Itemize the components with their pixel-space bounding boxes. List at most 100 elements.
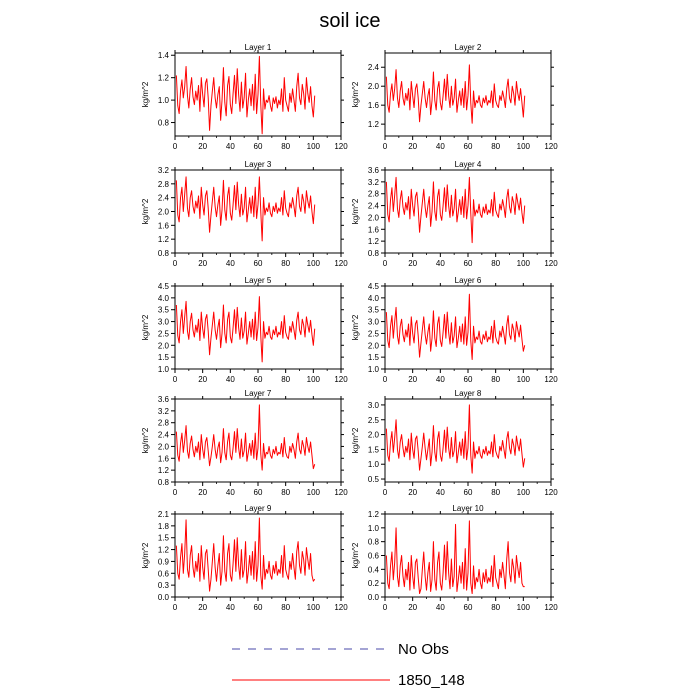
y-tick-label: 0.6 (158, 569, 170, 578)
x-tick-label: 100 (307, 142, 321, 151)
y-tick-label: 3.0 (368, 401, 380, 410)
x-tick-label: 60 (254, 603, 263, 612)
x-tick-label: 100 (517, 603, 531, 612)
x-tick-label: 60 (464, 142, 473, 151)
y-tick-label: 0.2 (368, 579, 380, 588)
panels: Layer 10 20 40 60 80 100 1200.81.01.21.4kg/m^2… (141, 43, 558, 612)
x-tick-label: 100 (517, 488, 531, 497)
y-axis-label: kg/m^2 (141, 198, 150, 224)
y-tick-label: 0.8 (368, 249, 380, 258)
y-tick-label: 2.4 (158, 194, 170, 203)
x-tick-label: 60 (254, 488, 263, 497)
y-tick-label: 4.5 (368, 282, 380, 291)
figure-title: soil ice (319, 10, 380, 32)
y-tick-label: 3.2 (368, 178, 380, 187)
panel-layer-7: Layer 7 0 20 40 60 80 100 120 0.8 1.2 1.6 2.0 2.4 2.8… (141, 389, 348, 497)
x-tick-label: 60 (464, 603, 473, 612)
x-tick-label: 40 (226, 488, 235, 497)
x-tick-label: 0 (173, 259, 178, 268)
y-tick-label: 2.1 (158, 510, 170, 519)
x-tick-label: 120 (334, 375, 348, 384)
y-tick-label: 3.2 (158, 407, 170, 416)
x-tick-label: 100 (517, 259, 531, 268)
x-tick-label: 100 (307, 488, 321, 497)
x-tick-label: 40 (436, 603, 445, 612)
y-axis-label: kg/m^2 (141, 314, 150, 340)
y-tick-label: 3.6 (158, 395, 170, 404)
y-tick-label: 0.3 (158, 581, 170, 590)
y-tick-label: 1.4 (158, 51, 170, 60)
y-tick-label: 2.4 (368, 202, 380, 211)
y-tick-label: 2.0 (368, 213, 380, 222)
x-tick-label: 120 (334, 259, 348, 268)
x-tick-label: 60 (254, 259, 263, 268)
y-axis-label: kg/m^2 (351, 81, 360, 107)
x-tick-label: 100 (307, 375, 321, 384)
x-tick-label: 20 (408, 142, 417, 151)
y-tick-label: 1.0 (368, 365, 380, 374)
y-tick-label: 4.0 (368, 294, 380, 303)
y-tick-label: 2.5 (368, 329, 380, 338)
x-tick-label: 40 (436, 488, 445, 497)
y-tick-label: 1.5 (158, 534, 170, 543)
x-tick-label: 80 (491, 488, 500, 497)
y-tick-label: 4.5 (158, 282, 170, 291)
x-tick-label: 20 (198, 375, 207, 384)
panel-layer-1: Layer 1 0 20 40 60 80 100 120 0.8 1.0 1.2 1.4 kg/m^2 (141, 43, 348, 151)
y-tick-label: 1.2 (158, 235, 170, 244)
x-tick-label: 120 (544, 142, 558, 151)
x-tick-label: 60 (464, 259, 473, 268)
panel-layer-8: Layer 8 0 20 40 60 80 100 120 0.5 1.0 1.5 2.0 2.5 3.0… (351, 389, 558, 497)
panel-layer-4: Layer 4 0 20 40 60 80 100 120 0.8 1.2 1.6 2.0 2.4 2.8… (351, 160, 558, 268)
panel-title: Layer 5 (245, 276, 272, 285)
x-tick-label: 40 (226, 375, 235, 384)
y-tick-label: 1.0 (368, 460, 380, 469)
x-tick-label: 40 (226, 142, 235, 151)
x-tick-label: 80 (281, 142, 290, 151)
x-tick-label: 0 (383, 259, 388, 268)
x-tick-label: 60 (464, 488, 473, 497)
y-axis-label: kg/m^2 (351, 427, 360, 453)
y-tick-label: 1.8 (158, 522, 170, 531)
x-tick-label: 0 (173, 142, 178, 151)
y-axis-label: kg/m^2 (141, 427, 150, 453)
x-tick-label: 0 (173, 603, 178, 612)
x-tick-label: 100 (517, 375, 531, 384)
y-tick-label: 2.4 (368, 63, 380, 72)
x-tick-label: 20 (408, 603, 417, 612)
x-tick-label: 120 (334, 603, 348, 612)
y-tick-label: 0.0 (368, 593, 380, 602)
x-tick-label: 100 (307, 259, 321, 268)
x-tick-label: 100 (307, 603, 321, 612)
panel-layer-10: Layer 10 0 20 40 60 80 100 120 0.0 0.2 0.4 0.6 0.8 1.… (351, 504, 558, 612)
y-tick-label: 2.0 (368, 431, 380, 440)
y-axis-label: kg/m^2 (351, 198, 360, 224)
y-axis-label: kg/m^2 (351, 542, 360, 568)
panel-layer-9: Layer 9 0 20 40 60 80 100 120 0.0 0.3 0.6 0.9 1.2 1.5… (141, 504, 348, 612)
panel-title: Layer 1 (245, 43, 272, 52)
x-tick-label: 80 (281, 375, 290, 384)
y-tick-label: 0.6 (368, 552, 380, 561)
y-axis-label: kg/m^2 (351, 314, 360, 340)
series-line (385, 293, 526, 361)
panel-layer-5: Layer 5 0 20 40 60 80 100 120 1.0 1.5 2.0 2.5 3.0 3.5… (141, 276, 348, 384)
series-line (175, 517, 316, 592)
x-tick-label: 60 (254, 142, 263, 151)
x-tick-label: 40 (226, 259, 235, 268)
series-line (175, 404, 316, 471)
y-axis-label: kg/m^2 (141, 81, 150, 107)
x-tick-label: 20 (408, 375, 417, 384)
y-tick-label: 0.8 (368, 538, 380, 547)
y-tick-label: 1.0 (158, 96, 170, 105)
x-tick-label: 120 (544, 375, 558, 384)
y-tick-label: 0.8 (158, 249, 170, 258)
x-tick-label: 20 (408, 259, 417, 268)
y-tick-label: 1.0 (368, 524, 380, 533)
panel-layer-2: Layer 2 0 20 40 60 80 100 120 1.2 1.6 2.0 2.4 kg/m^2 (351, 43, 558, 151)
panel-title: Layer 10 (452, 504, 484, 513)
y-tick-label: 1.6 (158, 454, 170, 463)
x-tick-label: 0 (383, 603, 388, 612)
panel-title: Layer 8 (455, 389, 482, 398)
x-tick-label: 0 (383, 488, 388, 497)
legend-label: 1850_148 (398, 672, 465, 689)
